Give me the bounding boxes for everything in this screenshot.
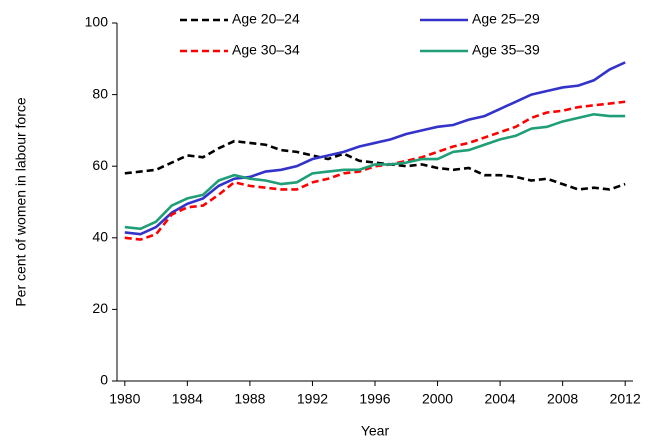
y-tick-label: 0 <box>100 372 108 388</box>
x-tick-label: 1984 <box>172 391 203 407</box>
series-line <box>124 100 626 241</box>
x-axis-title: Year <box>361 423 390 439</box>
x-tick-label: 1980 <box>109 391 140 407</box>
y-tick-label: 80 <box>92 85 108 101</box>
y-axis-title: Per cent of women in labour force <box>13 97 29 307</box>
series-line <box>124 61 626 236</box>
x-tick-label: 2012 <box>610 391 641 407</box>
legend-label: Age 35–39 <box>472 42 540 58</box>
x-tick-label: 1988 <box>234 391 265 407</box>
legend-label: Age 20–24 <box>232 11 300 27</box>
legend-label: Age 25–29 <box>472 11 540 27</box>
x-tick-label: 2000 <box>422 391 453 407</box>
y-tick-label: 40 <box>92 229 108 245</box>
x-tick-label: 2004 <box>485 391 516 407</box>
x-tick-label: 2008 <box>547 391 578 407</box>
y-tick-label: 100 <box>85 14 109 30</box>
series-line <box>124 139 626 191</box>
x-tick-label: 1992 <box>297 391 328 407</box>
legend-label: Age 30–34 <box>232 42 300 58</box>
x-tick-label: 1996 <box>359 391 390 407</box>
series-line <box>124 112 626 231</box>
y-tick-label: 20 <box>92 300 108 316</box>
y-tick-label: 60 <box>92 157 108 173</box>
